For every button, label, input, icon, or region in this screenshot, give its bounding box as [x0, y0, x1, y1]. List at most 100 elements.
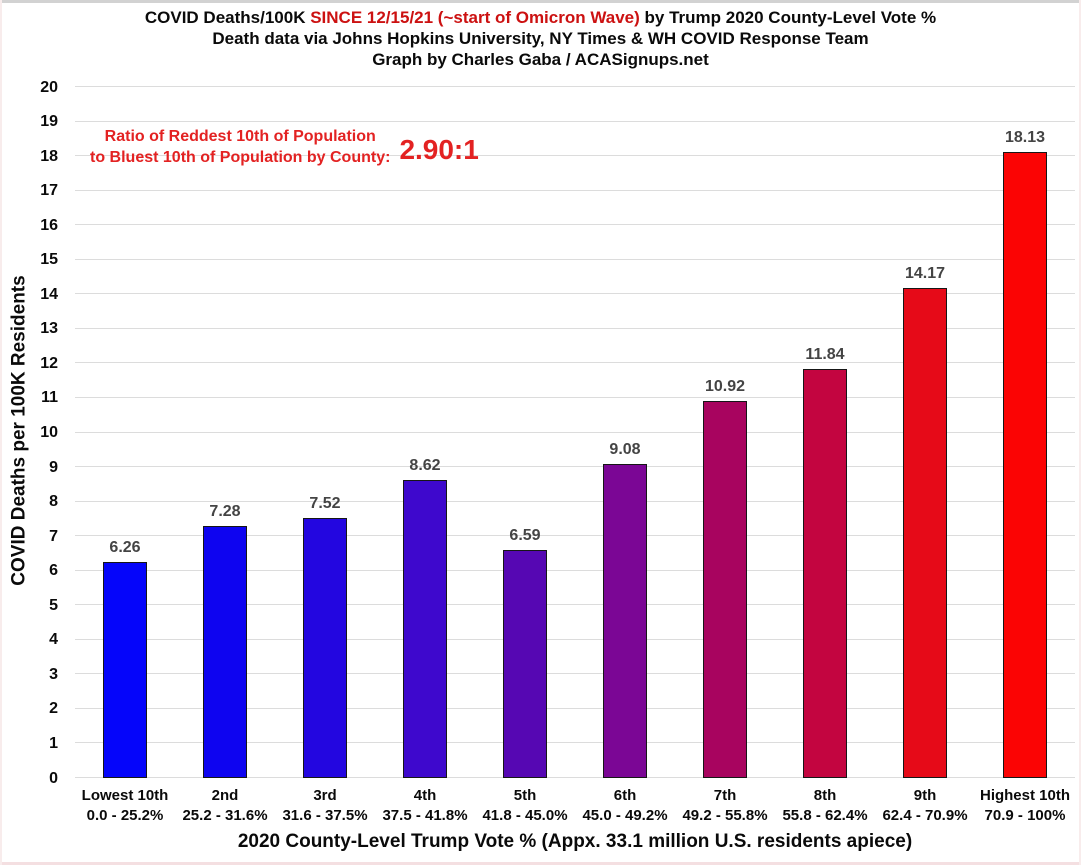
bar-value-label: 6.59	[509, 527, 541, 545]
gridline	[75, 707, 1075, 709]
title-segment-red: SINCE 12/15/21 (~start of Omicron Wave)	[310, 8, 640, 27]
gridline	[75, 189, 1075, 191]
gridline	[75, 777, 1075, 778]
x-category-name: 4th	[413, 787, 437, 804]
y-tick-label: 9	[49, 458, 58, 476]
x-category-label: 6th 45.0 - 49.2%	[575, 786, 675, 826]
x-category-range: 49.2 - 55.8%	[682, 807, 768, 824]
bar-value-label: 9.08	[609, 441, 641, 459]
gridline	[75, 431, 1075, 433]
right-edge-line	[1079, 0, 1081, 865]
y-tick-label: 13	[40, 320, 58, 338]
y-tick-label: 18	[40, 147, 58, 165]
gridline	[75, 224, 1075, 226]
ratio-annotation-line-2: to Bluest 10th of Population by County:	[90, 149, 391, 166]
y-tick-label: 7	[49, 527, 58, 545]
bar	[403, 480, 447, 778]
x-category-label: 7th 49.2 - 55.8%	[675, 786, 775, 826]
title-segment-black-1: COVID Deaths/100K	[144, 8, 311, 27]
y-tick-label: 6	[49, 562, 58, 580]
gridline	[75, 293, 1075, 295]
gridline	[75, 120, 1075, 122]
gridline	[75, 604, 1075, 606]
y-tick-label: 3	[49, 665, 58, 683]
gridline	[75, 569, 1075, 571]
x-category-range: 55.8 - 62.4%	[782, 807, 868, 824]
bar-value-label: 18.13	[1004, 128, 1046, 146]
y-tick-label: 20	[40, 78, 58, 96]
y-tick-label: 14	[40, 285, 58, 303]
gridline	[75, 673, 1075, 675]
x-category-name: 8th	[813, 787, 837, 804]
bar	[903, 288, 947, 778]
y-tick-label: 19	[40, 113, 58, 131]
bar-value-label: 14.17	[904, 265, 946, 283]
ratio-value: 2.90:1	[399, 134, 479, 165]
x-category-name: Highest 10th	[979, 787, 1070, 804]
bar	[803, 368, 847, 778]
bar	[1003, 151, 1047, 778]
x-category-label: Lowest 10th 0.0 - 25.2%	[75, 786, 175, 826]
x-category-name: 3rd	[313, 787, 337, 804]
chart-title-line-1: COVID Deaths/100K SINCE 12/15/21 (~start…	[0, 7, 1081, 28]
x-category-name: 9th	[913, 787, 937, 804]
bar	[603, 464, 647, 778]
bottom-edge-line	[0, 862, 1081, 865]
y-tick-label: 5	[49, 596, 58, 614]
y-tick-label: 4	[49, 631, 58, 649]
gridline	[75, 466, 1075, 468]
ratio-annotation-text: Ratio of Reddest 10th of Population to B…	[90, 126, 390, 168]
x-category-name: 7th	[713, 787, 737, 804]
gridline	[75, 500, 1075, 502]
bar-value-label: 8.62	[409, 457, 441, 475]
title-segment-black-2: by Trump 2020 County-Level Vote %	[639, 8, 937, 27]
left-edge-line	[0, 0, 2, 865]
chart-subtitle-credit: Graph by Charles Gaba / ACASignups.net	[372, 50, 709, 69]
gridline	[75, 362, 1075, 364]
bar-value-label: 7.52	[309, 495, 341, 513]
x-category-range: 45.0 - 49.2%	[582, 807, 668, 824]
bar	[303, 518, 347, 778]
chart-title-block: COVID Deaths/100K SINCE 12/15/21 (~start…	[0, 7, 1081, 70]
x-category-name: 2nd	[211, 787, 239, 804]
y-tick-label: 0	[49, 769, 58, 787]
gridline	[75, 327, 1075, 329]
y-tick-label: 15	[40, 251, 58, 269]
x-category-range: 31.6 - 37.5%	[282, 807, 368, 824]
bar-value-label: 6.26	[109, 538, 141, 556]
chart-subtitle-source: Death data via Johns Hopkins University,…	[212, 29, 869, 48]
y-tick-label: 12	[40, 354, 58, 372]
bar-value-label: 7.28	[209, 503, 241, 521]
x-category-range: 70.9 - 100%	[984, 807, 1066, 824]
bar	[103, 561, 147, 778]
top-edge-line	[0, 0, 1081, 3]
gridline	[75, 535, 1075, 537]
x-category-label: 2nd 25.2 - 31.6%	[175, 786, 275, 826]
x-category-name: Lowest 10th	[81, 787, 169, 804]
x-category-range: 41.8 - 45.0%	[482, 807, 568, 824]
x-category-range: 25.2 - 31.6%	[182, 807, 268, 824]
y-tick-label: 2	[49, 700, 58, 718]
gridline	[75, 155, 1075, 157]
x-category-name: 5th	[513, 787, 537, 804]
x-category-label: 5th 41.8 - 45.0%	[475, 786, 575, 826]
y-tick-label: 11	[41, 389, 58, 407]
ratio-annotation-line-1: Ratio of Reddest 10th of Population	[104, 128, 376, 145]
gridline	[75, 742, 1075, 744]
x-category-label: 9th 62.4 - 70.9%	[875, 786, 975, 826]
y-tick-label: 10	[40, 424, 58, 441]
x-category-range: 37.5 - 41.8%	[382, 807, 468, 824]
gridline	[75, 86, 1075, 87]
x-category-range: 62.4 - 70.9%	[882, 807, 968, 824]
x-category-name: 6th	[613, 787, 637, 804]
y-tick-label: 17	[40, 182, 58, 200]
x-category-label: 3rd 31.6 - 37.5%	[275, 786, 375, 826]
x-category-range: 0.0 - 25.2%	[86, 807, 164, 824]
y-tick-label: 1	[49, 734, 58, 752]
ratio-annotation: Ratio of Reddest 10th of Population to B…	[90, 126, 479, 168]
x-category-label: Highest 10th 70.9 - 100%	[975, 786, 1075, 826]
plot-area: 6.26 7.28 7.52 8.62 6.59 9.08 10.92 11.84 14.17 1…	[75, 86, 1075, 778]
bar-value-label: 11.84	[805, 345, 845, 363]
x-category-label: 4th 37.5 - 41.8%	[375, 786, 475, 826]
